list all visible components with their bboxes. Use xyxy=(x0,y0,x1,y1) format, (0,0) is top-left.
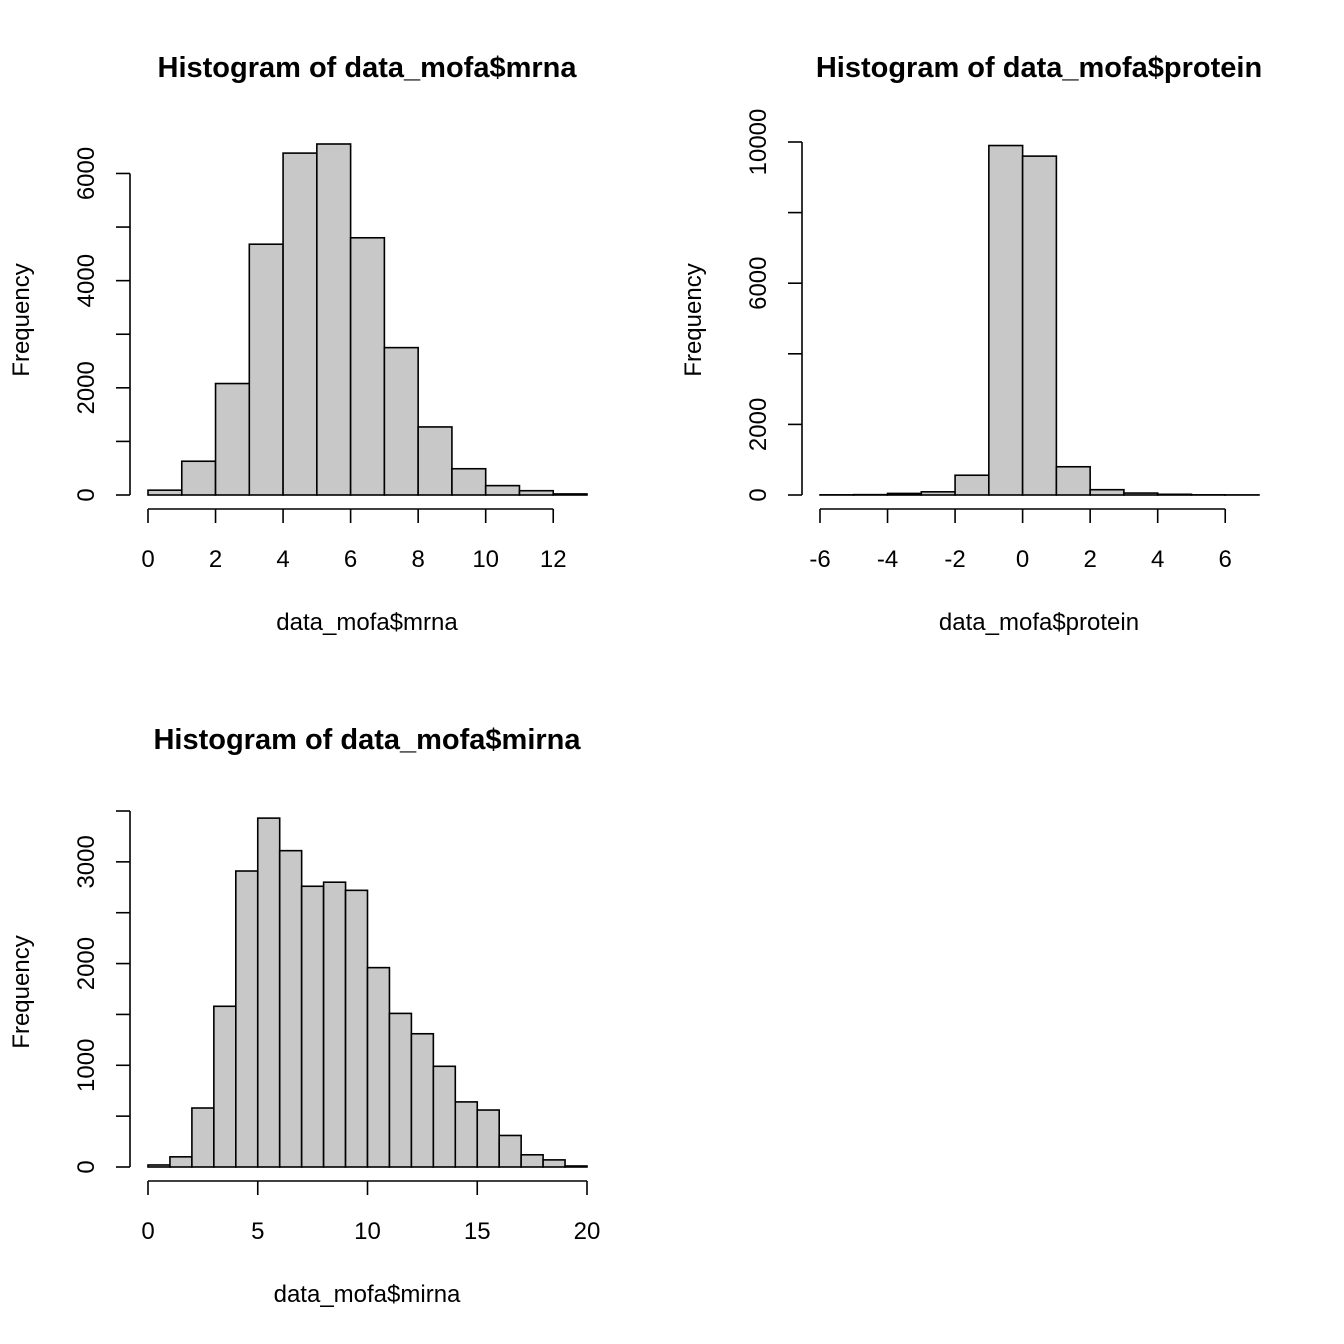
histogram-bar xyxy=(920,491,956,496)
histogram-bar xyxy=(454,1101,479,1168)
histogram-bar xyxy=(316,143,352,496)
x-axis-label: data_mofa$mrna xyxy=(276,609,458,636)
histogram-bar xyxy=(520,1153,544,1168)
histogram-bar xyxy=(282,152,318,496)
histogram-bar xyxy=(383,346,419,496)
y-tick-label: 10000 xyxy=(745,109,772,176)
histogram-bar xyxy=(564,1165,588,1168)
x-tick-label: 5 xyxy=(251,1218,264,1245)
y-tick-label: 6000 xyxy=(745,257,772,310)
x-tick-label: 4 xyxy=(276,546,289,573)
bars xyxy=(819,144,1260,496)
histogram-bar xyxy=(498,1134,522,1168)
y-axis-label: Frequency xyxy=(8,263,35,376)
x-tick-label: 10 xyxy=(472,546,499,573)
x-axis-label: data_mofa$protein xyxy=(939,609,1139,636)
x-axis: 0 5 10 15 20 xyxy=(141,1180,601,1245)
x-tick-label: 4 xyxy=(1151,546,1164,573)
histogram-bar xyxy=(300,885,325,1168)
histogram-bar xyxy=(180,460,217,496)
x-tick-label: 2 xyxy=(209,546,222,573)
histogram-bar xyxy=(278,849,303,1168)
histogram-bar xyxy=(954,474,990,496)
x-tick-label: 0 xyxy=(141,1218,154,1245)
histogram-bar xyxy=(542,1159,566,1168)
panel-protein-histogram: Histogram of data_mofa$protein data_mofa… xyxy=(680,52,1262,636)
histogram-bar xyxy=(214,382,251,496)
y-tick-label: 0 xyxy=(73,1160,100,1173)
x-tick-label: 2 xyxy=(1083,546,1096,573)
x-tick-label: -2 xyxy=(944,546,965,573)
histogram-bar xyxy=(388,1012,413,1168)
chart-title: Histogram of data_mofa$mirna xyxy=(153,724,581,756)
histogram-bar xyxy=(1089,488,1125,496)
histogram-bar xyxy=(484,484,521,496)
bars xyxy=(147,143,588,496)
y-axis-label: Frequency xyxy=(8,935,35,1048)
histogram-bar xyxy=(366,966,391,1168)
histogram-bar xyxy=(147,1164,171,1168)
x-tick-label: 10 xyxy=(354,1218,381,1245)
histogram-bar xyxy=(235,870,259,1168)
y-tick-label: 2000 xyxy=(73,937,100,990)
y-axis: 0 2000 4000 6000 xyxy=(73,147,131,502)
chart-title: Histogram of data_mofa$mrna xyxy=(158,52,578,84)
x-tick-label: 8 xyxy=(411,546,424,573)
x-axis: -6 -4 -2 0 2 4 6 xyxy=(809,508,1232,573)
y-axis-label: Frequency xyxy=(680,263,707,376)
histogram-bar xyxy=(988,144,1024,496)
histogram-bar xyxy=(886,492,923,496)
y-tick-label: 2000 xyxy=(745,398,772,451)
histogram-bar xyxy=(256,817,281,1168)
chart-title: Histogram of data_mofa$protein xyxy=(816,52,1262,84)
x-tick-label: -4 xyxy=(877,546,898,573)
x-tick-label: 6 xyxy=(1219,546,1232,573)
x-tick-label: 20 xyxy=(574,1218,601,1245)
histogram-bar xyxy=(410,1032,435,1168)
y-tick-label: 1000 xyxy=(73,1039,100,1092)
x-tick-label: -6 xyxy=(809,546,830,573)
y-tick-label: 2000 xyxy=(73,361,100,414)
y-tick-label: 0 xyxy=(73,488,100,501)
histogram-bar xyxy=(248,243,284,496)
histogram-bar xyxy=(147,489,183,496)
histogram-bar xyxy=(518,489,555,496)
x-axis-label: data_mofa$mirna xyxy=(274,1281,461,1308)
histogram-bar xyxy=(213,1005,237,1168)
histogram-bar xyxy=(476,1109,501,1168)
histogram-bar xyxy=(552,493,588,496)
histogram-bar xyxy=(322,881,347,1168)
y-axis: 0 1000 2000 3000 xyxy=(73,810,131,1174)
x-tick-label: 12 xyxy=(540,546,567,573)
x-tick-label: 0 xyxy=(1016,546,1029,573)
y-axis: 0 2000 6000 10000 xyxy=(745,109,803,502)
histogram-bar xyxy=(1055,465,1091,496)
y-tick-label: 0 xyxy=(745,488,772,501)
histogram-bar xyxy=(191,1107,215,1168)
histogram-bar xyxy=(1123,492,1159,496)
y-tick-label: 3000 xyxy=(73,835,100,888)
x-axis: 0 2 4 6 8 10 12 xyxy=(141,508,567,573)
histogram-bar xyxy=(349,236,386,496)
histogram-bar xyxy=(432,1065,457,1168)
histogram-bar xyxy=(169,1156,193,1168)
histogram-bar xyxy=(451,467,487,496)
panel-mrna-histogram: Histogram of data_mofa$mrna data_mofa$mr… xyxy=(8,52,588,636)
x-tick-label: 15 xyxy=(464,1218,491,1245)
x-tick-label: 6 xyxy=(344,546,357,573)
x-tick-label: 0 xyxy=(141,546,154,573)
y-tick-label: 4000 xyxy=(73,254,100,307)
histogram-bar xyxy=(1156,493,1193,496)
histogram-bar xyxy=(417,426,453,496)
bars xyxy=(147,817,588,1168)
histogram-bar xyxy=(344,889,369,1168)
panel-mirna-histogram: Histogram of data_mofa$mirna data_mofa$m… xyxy=(8,724,600,1308)
histogram-bar xyxy=(1021,155,1058,496)
y-tick-label: 6000 xyxy=(73,147,100,200)
